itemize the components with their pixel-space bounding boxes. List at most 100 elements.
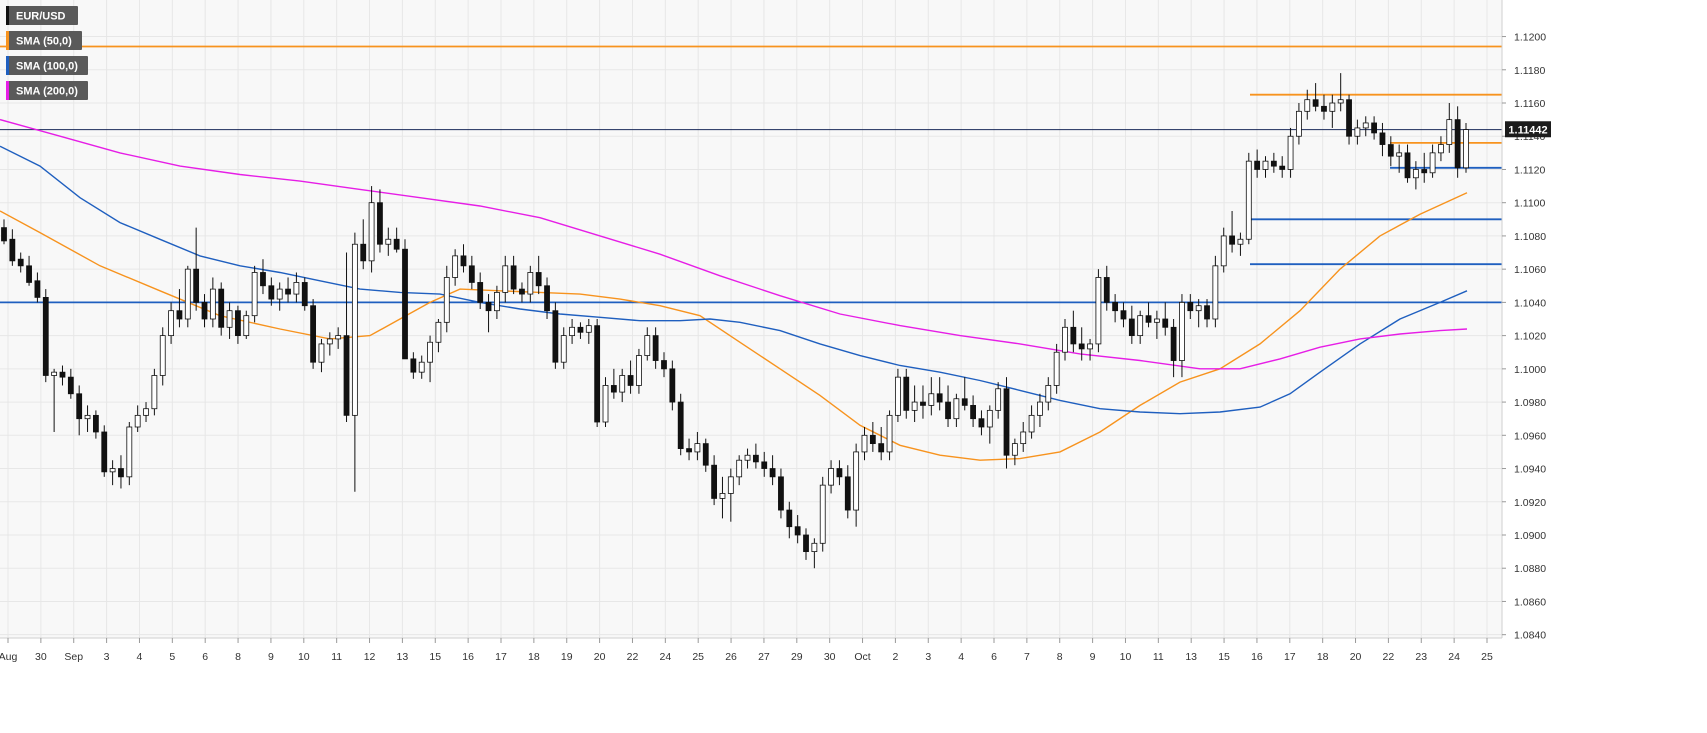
candle-body	[811, 542, 818, 553]
candle-body	[610, 385, 617, 393]
candle	[410, 352, 417, 379]
candle-body	[694, 443, 701, 453]
candle	[201, 294, 208, 328]
candle-body	[335, 335, 342, 340]
x-tick-label: 26	[725, 651, 737, 663]
candle-body	[853, 451, 860, 511]
x-tick-label: 22	[627, 651, 639, 663]
x-tick-label: 17	[1284, 651, 1296, 663]
x-tick-label: 9	[1090, 651, 1096, 663]
candle-body	[218, 288, 225, 328]
candle	[1229, 211, 1235, 253]
x-tick-label: 10	[298, 651, 310, 663]
candle	[285, 277, 291, 303]
x-tick-label: 18	[528, 651, 540, 663]
plot-background	[0, 0, 1502, 638]
candle	[385, 227, 392, 256]
candle	[761, 451, 768, 477]
candle-body	[1204, 305, 1210, 320]
candle-body	[435, 321, 442, 343]
candle-body	[1045, 385, 1052, 403]
candle-body	[861, 434, 868, 453]
candle-body	[1270, 160, 1277, 167]
x-tick-label: 10	[1120, 651, 1132, 663]
candle-body	[1053, 351, 1060, 386]
candle-body	[936, 393, 943, 403]
candle	[577, 322, 584, 339]
x-tick-label: 6	[202, 651, 208, 663]
candle-body	[552, 310, 559, 363]
candle-body	[1237, 238, 1244, 245]
candle	[9, 229, 16, 266]
candle-body	[318, 343, 325, 363]
candle	[251, 265, 258, 323]
candle-body	[1463, 129, 1469, 169]
candle-body	[1220, 235, 1227, 267]
candle	[377, 189, 383, 253]
y-tick-label: 1.1060	[1514, 264, 1546, 276]
legend-item: EUR/USD	[6, 6, 78, 25]
last-price-label: 1.11442	[1508, 124, 1547, 136]
legend-item-bg	[6, 6, 78, 25]
x-tick-label: 20	[1350, 651, 1362, 663]
y-tick-label: 1.1000	[1514, 364, 1546, 376]
candle	[418, 355, 425, 379]
candle-body	[819, 484, 826, 544]
candle	[1371, 116, 1378, 140]
candle-body	[1329, 102, 1336, 112]
last-price-badge-bg	[1505, 121, 1551, 138]
x-tick-label: 16	[1251, 651, 1263, 663]
candle-body	[502, 265, 509, 293]
candle-body	[1304, 99, 1311, 112]
candle	[727, 468, 734, 522]
x-tick-label: 18	[1317, 651, 1329, 663]
candle	[811, 538, 818, 569]
x-tick-label: 3	[925, 651, 931, 663]
x-tick-label: 25	[692, 651, 704, 663]
x-tick-label: 15	[1218, 651, 1230, 663]
candle	[970, 395, 976, 427]
candle	[936, 377, 943, 411]
legend-label: SMA (100,0)	[16, 61, 78, 73]
candle-body	[794, 526, 801, 536]
candle	[209, 277, 216, 328]
candle-body	[301, 282, 308, 307]
candle	[945, 385, 951, 427]
candle-body	[109, 468, 116, 473]
candle-body	[17, 258, 24, 267]
candle-body	[1454, 119, 1461, 169]
candle	[1262, 156, 1269, 178]
candle	[460, 244, 467, 273]
candle-body	[677, 401, 684, 449]
candle	[42, 289, 49, 383]
candle-body	[778, 476, 784, 511]
candle-body	[1145, 315, 1152, 323]
candle	[1362, 116, 1369, 137]
y-axis-ticks: 1.12001.11801.11601.11401.11201.11001.10…	[1502, 32, 1546, 642]
sma-line	[0, 192, 1468, 461]
candle	[1346, 94, 1352, 145]
candle	[34, 272, 41, 303]
y-tick-label: 1.0880	[1514, 563, 1546, 575]
candle	[92, 410, 99, 439]
x-tick-label: 13	[1185, 651, 1197, 663]
x-tick-label: 15	[429, 651, 441, 663]
candle	[26, 255, 32, 286]
candle	[427, 335, 433, 383]
candle-body	[293, 282, 300, 295]
candle	[619, 368, 626, 403]
candle	[610, 368, 617, 399]
candle	[193, 227, 200, 311]
candle	[1037, 393, 1043, 427]
candle	[1145, 302, 1152, 328]
candle-body	[268, 285, 275, 300]
horizontal-levels	[0, 45, 1502, 304]
candle-body	[84, 414, 91, 420]
x-tick-label: 23	[1415, 651, 1427, 663]
y-tick-label: 1.1180	[1514, 65, 1545, 77]
candle	[1245, 152, 1252, 245]
candle-body	[644, 335, 651, 356]
candle-body	[786, 509, 793, 528]
candle	[468, 255, 475, 290]
